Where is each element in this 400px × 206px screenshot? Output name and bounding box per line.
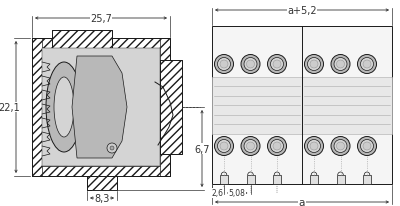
Bar bbox=[32, 166, 170, 176]
Bar bbox=[273, 175, 281, 184]
Circle shape bbox=[214, 55, 234, 74]
Bar bbox=[87, 176, 117, 190]
Bar bbox=[246, 175, 254, 184]
Circle shape bbox=[218, 140, 230, 153]
Bar bbox=[336, 175, 344, 184]
Bar bbox=[32, 39, 170, 176]
Bar bbox=[32, 39, 42, 176]
Text: 6,7: 6,7 bbox=[194, 144, 210, 154]
Circle shape bbox=[358, 55, 376, 74]
Bar bbox=[32, 39, 170, 49]
Circle shape bbox=[273, 142, 281, 150]
Text: a: a bbox=[299, 197, 305, 206]
Circle shape bbox=[360, 140, 374, 153]
Circle shape bbox=[331, 55, 350, 74]
Circle shape bbox=[244, 58, 257, 71]
Circle shape bbox=[336, 142, 344, 150]
Circle shape bbox=[241, 137, 260, 156]
Ellipse shape bbox=[46, 63, 82, 152]
Circle shape bbox=[220, 142, 228, 150]
Text: 25,7: 25,7 bbox=[90, 14, 112, 24]
Bar bbox=[363, 175, 371, 184]
Circle shape bbox=[358, 137, 376, 156]
Circle shape bbox=[241, 55, 260, 74]
Bar bbox=[52, 31, 112, 49]
Circle shape bbox=[214, 137, 234, 156]
Bar bbox=[42, 49, 160, 166]
Circle shape bbox=[246, 61, 254, 69]
Circle shape bbox=[308, 58, 320, 71]
Circle shape bbox=[218, 58, 230, 71]
Bar bbox=[160, 61, 182, 154]
Circle shape bbox=[334, 58, 347, 71]
Circle shape bbox=[363, 61, 371, 69]
Bar bbox=[302, 77, 392, 134]
Circle shape bbox=[363, 142, 371, 150]
Bar bbox=[52, 31, 112, 49]
Ellipse shape bbox=[54, 78, 74, 137]
Circle shape bbox=[334, 140, 347, 153]
Bar bbox=[212, 27, 392, 184]
Text: 5,08: 5,08 bbox=[229, 188, 246, 198]
Text: a+5,2: a+5,2 bbox=[287, 6, 317, 16]
Circle shape bbox=[336, 61, 344, 69]
Text: 22,1: 22,1 bbox=[0, 103, 20, 112]
Circle shape bbox=[110, 146, 114, 150]
Circle shape bbox=[304, 137, 324, 156]
Circle shape bbox=[268, 137, 286, 156]
Bar bbox=[87, 176, 117, 190]
Bar bbox=[310, 175, 318, 184]
Circle shape bbox=[331, 137, 350, 156]
Circle shape bbox=[308, 140, 320, 153]
Bar bbox=[212, 77, 302, 134]
Circle shape bbox=[270, 58, 284, 71]
Bar bbox=[220, 175, 228, 184]
Polygon shape bbox=[72, 57, 127, 158]
Circle shape bbox=[220, 61, 228, 69]
Bar bbox=[160, 39, 170, 176]
Circle shape bbox=[107, 143, 117, 153]
Circle shape bbox=[310, 61, 318, 69]
Circle shape bbox=[270, 140, 284, 153]
Circle shape bbox=[268, 55, 286, 74]
Circle shape bbox=[244, 140, 257, 153]
Text: 2,6: 2,6 bbox=[212, 188, 224, 198]
Circle shape bbox=[273, 61, 281, 69]
Circle shape bbox=[360, 58, 374, 71]
Circle shape bbox=[304, 55, 324, 74]
Text: 8,3: 8,3 bbox=[94, 193, 110, 203]
Bar bbox=[160, 61, 182, 154]
Circle shape bbox=[246, 142, 254, 150]
Circle shape bbox=[310, 142, 318, 150]
